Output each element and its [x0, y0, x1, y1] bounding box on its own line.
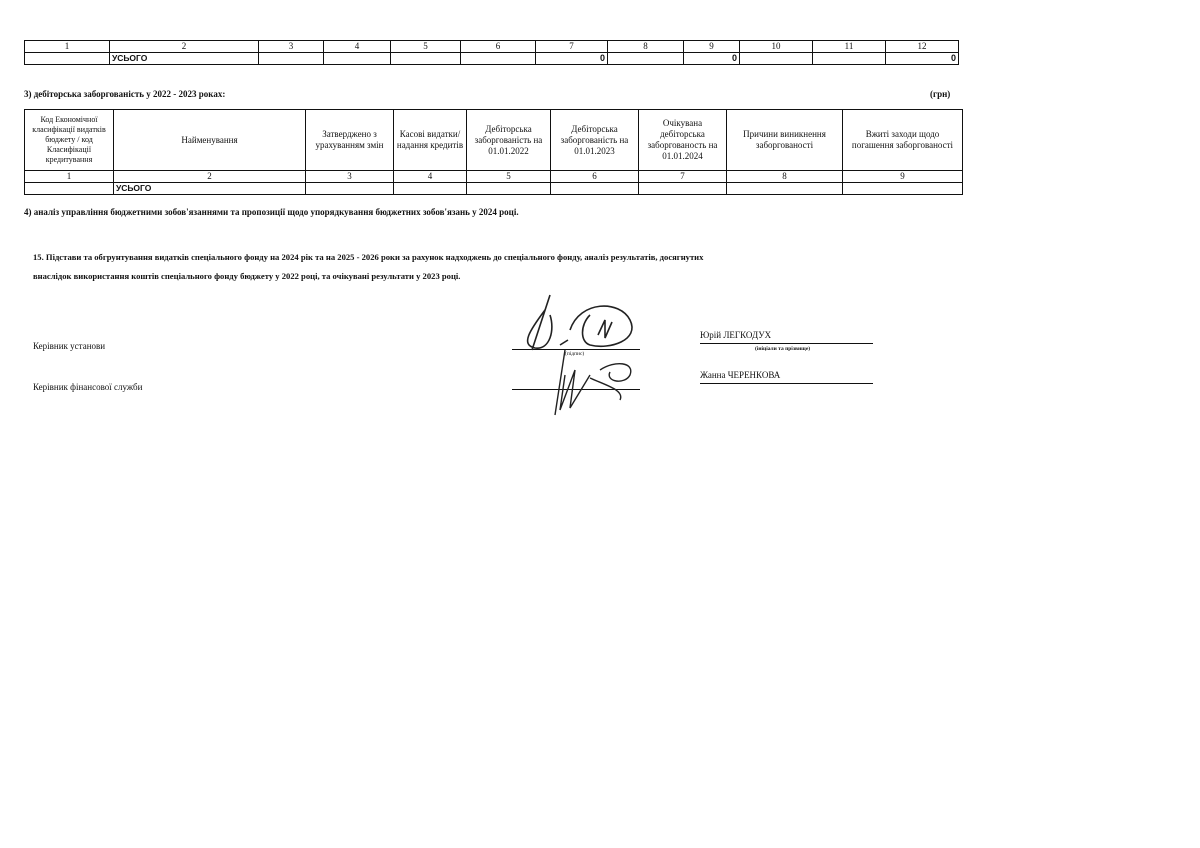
- name-caption: (ініціали та прізвище): [755, 346, 811, 352]
- cell: [305, 182, 394, 195]
- table-total-row: УСЬОГО 0 0 0: [24, 52, 959, 65]
- section3-title: 3) дебіторська заборгованість у 2022 - 2…: [24, 89, 226, 99]
- column-header: Причини виникнення заборгованості: [726, 109, 843, 171]
- cell: [842, 182, 963, 195]
- cell: [323, 52, 391, 65]
- table-header-row: Код Економічної класифікації видатків бю…: [24, 109, 963, 171]
- name-line: [700, 343, 873, 344]
- col-num: 2: [113, 170, 306, 183]
- col-num: 5: [466, 170, 551, 183]
- cell: [607, 52, 684, 65]
- column-header: Очікувана дебіторська заборгованость на …: [638, 109, 727, 171]
- column-number-row: 1 2 3 4 5 6 7 8 9: [24, 170, 963, 183]
- cell: [460, 52, 536, 65]
- cell: [24, 52, 110, 65]
- finance-name: Жанна ЧЕРЕНКОВА: [700, 370, 781, 380]
- col-num: 5: [390, 40, 461, 53]
- cell: [466, 182, 551, 195]
- col-num: 8: [726, 170, 843, 183]
- section4-title: 4) аналіз управління бюджетними зобов'яз…: [24, 207, 519, 217]
- cell: [24, 182, 114, 195]
- column-header: Дебіторська заборгованість на 01.01.2023: [550, 109, 639, 171]
- col-num: 7: [638, 170, 727, 183]
- col-num: 8: [607, 40, 684, 53]
- col-num: 4: [393, 170, 467, 183]
- col-num: 6: [550, 170, 639, 183]
- receivables-table: Код Економічної класифікації видатків бю…: [24, 109, 963, 195]
- cell: [726, 182, 843, 195]
- section15-line1: 15. Підстави та обгрунтування видатків с…: [33, 252, 704, 262]
- cell-value: 0: [683, 52, 740, 65]
- col-num: 11: [812, 40, 886, 53]
- column-header: Код Економічної класифікації видатків бю…: [24, 109, 114, 171]
- col-num: 3: [258, 40, 324, 53]
- col-num: 10: [739, 40, 813, 53]
- cell: [393, 182, 467, 195]
- col-num: 2: [109, 40, 259, 53]
- column-header: Вжиті заходи щодо погашення заборгованос…: [842, 109, 963, 171]
- col-num: 6: [460, 40, 536, 53]
- cell: [258, 52, 324, 65]
- name-line: [700, 383, 873, 384]
- col-num: 3: [305, 170, 394, 183]
- head-name: Юрій ЛЕГКОДУХ: [700, 330, 772, 340]
- signature-caption: (підпис): [565, 351, 585, 357]
- cell-value: 0: [535, 52, 608, 65]
- cell: [638, 182, 727, 195]
- col-num: 9: [842, 170, 963, 183]
- handwritten-signature-head: [526, 294, 633, 416]
- table-header-row: 1 2 3 4 5 6 7 8 9 10 11 12: [24, 40, 959, 53]
- cell: [739, 52, 813, 65]
- signature-line: [512, 349, 640, 350]
- finance-label: Керівник фінансової служби: [33, 382, 143, 392]
- cell: [390, 52, 461, 65]
- unit-label: (грн): [930, 89, 951, 99]
- top-table: 1 2 3 4 5 6 7 8 9 10 11 12 УСЬОГО 0 0 0: [24, 40, 959, 65]
- col-num: 4: [323, 40, 391, 53]
- col-num: 7: [535, 40, 608, 53]
- column-header: Касові видатки/ надання кредитів: [393, 109, 467, 171]
- cell-value: 0: [885, 52, 959, 65]
- col-num: 1: [24, 170, 114, 183]
- table-total-row: УСЬОГО: [24, 182, 963, 195]
- signature-line: [512, 389, 640, 390]
- col-num: 9: [683, 40, 740, 53]
- cell: [550, 182, 639, 195]
- column-header: Затверджено з урахуванням змін: [305, 109, 394, 171]
- column-header: Найменування: [113, 109, 306, 171]
- total-label: УСЬОГО: [109, 52, 259, 65]
- cell: [812, 52, 886, 65]
- head-label: Керівник установи: [33, 341, 106, 351]
- column-header: Дебіторська заборгованість на 01.01.2022: [466, 109, 551, 171]
- total-label: УСЬОГО: [113, 182, 306, 195]
- col-num: 12: [885, 40, 959, 53]
- col-num: 1: [24, 40, 110, 53]
- section15-line2: внаслідок використання коштів спеціально…: [33, 271, 461, 281]
